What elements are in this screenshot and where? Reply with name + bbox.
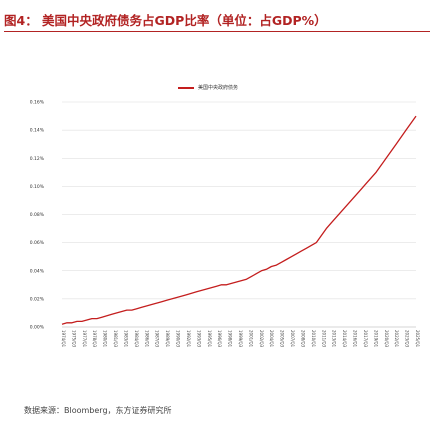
x-tick-label: 1996/Q3 bbox=[217, 330, 222, 348]
source-note: 数据来源：Bloomberg，东方证券研究所 bbox=[24, 406, 172, 415]
x-tick-label: 1998/Q1 bbox=[228, 330, 233, 348]
x-tick-label: 2023/Q3 bbox=[405, 330, 410, 348]
x-tick-label: 2016/Q1 bbox=[353, 330, 358, 348]
x-tick-label: 1987/Q3 bbox=[155, 330, 160, 348]
y-tick-label: 0.14% bbox=[30, 128, 45, 134]
legend-label: 美国中央政府债务 bbox=[198, 85, 239, 91]
x-tick-label: 1986/Q1 bbox=[144, 330, 149, 348]
x-tick-label: 2007/Q1 bbox=[290, 330, 295, 348]
x-tick-label: 1980/Q1 bbox=[103, 330, 108, 348]
x-tick-label: 1981/Q3 bbox=[113, 330, 118, 348]
x-tick-label: 1990/Q3 bbox=[176, 330, 181, 348]
x-tick-label: 1984/Q3 bbox=[134, 330, 139, 348]
x-tick-label: 1993/Q3 bbox=[196, 330, 201, 348]
y-tick-label: 0.16% bbox=[30, 100, 45, 106]
x-tick-label: 1978/Q3 bbox=[92, 330, 97, 348]
x-tick-label: 1983/Q1 bbox=[123, 330, 128, 348]
legend-line-swatch bbox=[178, 87, 194, 89]
y-tick-label: 0.10% bbox=[30, 184, 45, 190]
x-tick-label: 1995/Q1 bbox=[207, 330, 212, 348]
x-tick-label: 2013/Q1 bbox=[332, 330, 337, 348]
x-tick-label: 1977/Q1 bbox=[82, 330, 87, 348]
title-rule bbox=[4, 31, 430, 32]
y-tick-label: 0.02% bbox=[30, 296, 45, 302]
x-tick-label: 2020/Q3 bbox=[384, 330, 389, 348]
x-tick-label: 2019/Q1 bbox=[373, 330, 378, 348]
x-tick-label: 1992/Q1 bbox=[186, 330, 191, 348]
x-tick-label: 1999/Q3 bbox=[238, 330, 243, 348]
x-tick-label: 2022/Q1 bbox=[394, 330, 399, 348]
x-tick-label: 2010/Q1 bbox=[311, 330, 316, 348]
series-line bbox=[61, 115, 417, 325]
x-tick-label: 1975/Q3 bbox=[71, 330, 76, 348]
y-tick-label: 0.12% bbox=[30, 156, 45, 162]
x-tick-label: 2001/Q1 bbox=[248, 330, 253, 348]
x-tick-label: 2025/Q1 bbox=[415, 330, 420, 348]
y-tick-label: 0.04% bbox=[30, 268, 45, 274]
x-tick-label: 2011/Q3 bbox=[321, 330, 326, 348]
y-tick-label: 0.06% bbox=[30, 240, 45, 246]
x-tick-label: 2008/Q3 bbox=[300, 330, 305, 348]
x-tick-label: 2004/Q1 bbox=[269, 330, 274, 348]
x-tick-label: 2005/Q3 bbox=[280, 330, 285, 348]
x-tick-label: 1974/Q1 bbox=[61, 330, 66, 348]
x-tick-label: 1989/Q1 bbox=[165, 330, 170, 348]
x-tick-label: 2002/Q3 bbox=[259, 330, 264, 348]
figure-title: 图4： 美国中央政府债务占GDP比率（单位：占GDP%） bbox=[4, 13, 327, 28]
x-tick-label: 2014/Q3 bbox=[342, 330, 347, 348]
x-tick-label: 2017/Q3 bbox=[363, 330, 368, 348]
y-tick-label: 0.08% bbox=[30, 212, 45, 218]
y-tick-label: 0.00% bbox=[30, 325, 45, 331]
